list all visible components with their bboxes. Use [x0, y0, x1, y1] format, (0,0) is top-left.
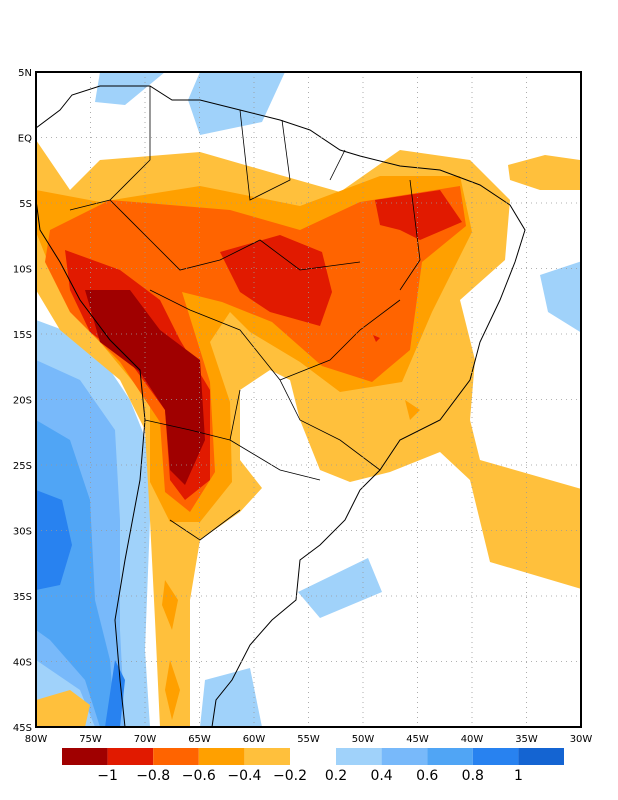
colorbar-swatch	[153, 748, 199, 765]
colorbar-swatch	[107, 748, 154, 765]
lon-label: 35W	[515, 734, 538, 745]
colorbar: −1 −0.8 −0.6 −0.4 −0.2 0.2 0.4 0.6 0.8 1	[62, 748, 564, 784]
lon-label: 65W	[188, 734, 211, 745]
colorbar-swatch	[427, 748, 473, 765]
colorbar-swatch	[472, 748, 519, 765]
positive-anomaly-0.6	[36, 420, 115, 727]
lon-label: 70W	[134, 734, 157, 745]
lon-label: 45W	[406, 734, 429, 745]
colorbar-label: −0.2	[273, 768, 307, 784]
lon-label: 55W	[297, 734, 320, 745]
shaded-field	[36, 72, 581, 727]
colorbar-label: −0.6	[182, 768, 216, 784]
lat-label: 25S	[13, 461, 32, 472]
lat-label: 30S	[13, 527, 32, 538]
lat-label: 15S	[13, 330, 32, 341]
negative-anomaly-1	[85, 290, 205, 485]
longitude-labels: 80W 75W 70W 65W 60W 55W 50W 45W 40W 35W 30W	[25, 734, 593, 745]
lat-label: EQ	[18, 134, 32, 145]
country-borders	[69, 86, 421, 541]
coastline	[36, 85, 526, 727]
colorbar-label: −0.8	[136, 768, 170, 784]
lon-label: 60W	[243, 734, 266, 745]
map-frame	[35, 71, 582, 728]
colorbar-label: −0.4	[227, 768, 261, 784]
colorbar-label: 1	[514, 768, 523, 784]
lon-label: 30W	[570, 734, 593, 745]
positive-anomaly-0.8	[36, 490, 125, 727]
colorbar-label: 0.4	[370, 768, 392, 784]
lat-label: 35S	[13, 592, 32, 603]
lat-label: 10S	[13, 265, 32, 276]
colorbar-swatch	[198, 748, 245, 765]
gridlines	[36, 72, 581, 727]
colorbar-label: 0.8	[462, 768, 484, 784]
lon-label: 50W	[352, 734, 375, 745]
colorbar-label: −1	[97, 768, 118, 784]
colorbar-swatch	[62, 748, 108, 765]
lat-label: 5S	[19, 199, 32, 210]
lat-label: 20S	[13, 396, 32, 407]
colorbar-swatch	[336, 748, 382, 765]
negative-anomaly-0.6	[45, 186, 466, 512]
colorbar-label: 0.2	[325, 768, 347, 784]
lat-label: 40S	[13, 658, 32, 669]
latitude-labels: 5N EQ 5S 10S 15S 20S 25S 30S 35S 40S 45S	[13, 68, 32, 734]
lat-label: 45S	[13, 723, 32, 734]
colorbar-swatch	[381, 748, 428, 765]
colorbar-label: 0.6	[416, 768, 438, 784]
lat-label: 5N	[18, 68, 32, 79]
colorbar-swatch	[244, 748, 290, 765]
colorbar-swatch	[518, 748, 564, 765]
lon-label: 40W	[461, 734, 484, 745]
lon-label: 75W	[79, 734, 102, 745]
lon-label: 80W	[25, 734, 48, 745]
